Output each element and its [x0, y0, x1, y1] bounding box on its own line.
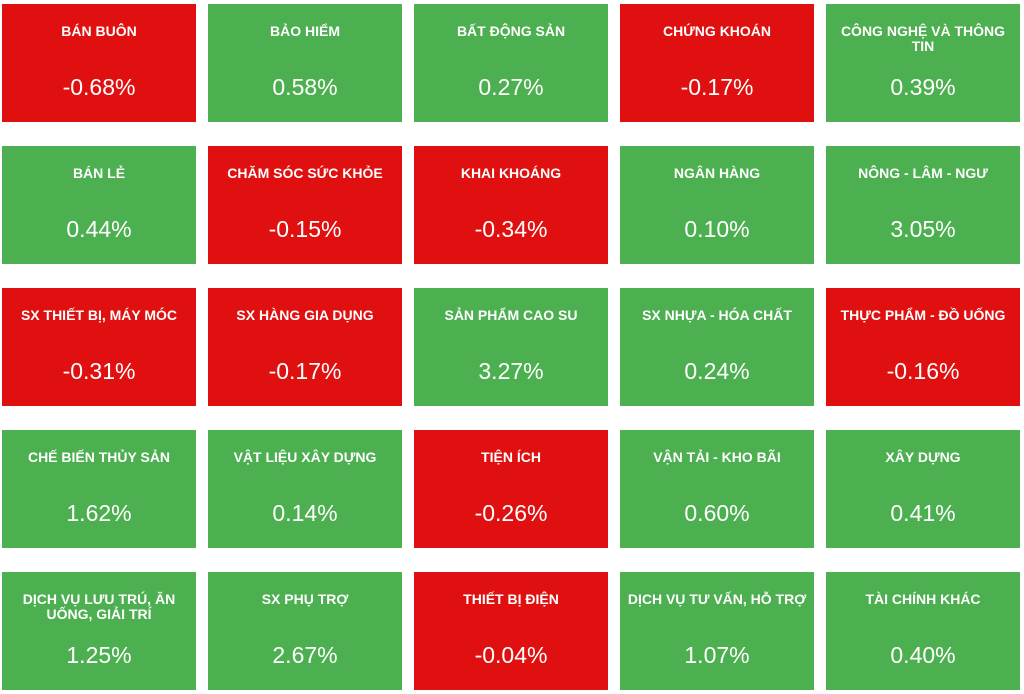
sector-tile: BẤT ĐỘNG SẢN 0.27% — [414, 4, 608, 122]
sector-name: KHAI KHOÁNG — [460, 165, 562, 181]
sector-change-percent: 0.39% — [890, 74, 956, 100]
sector-change-percent: 1.62% — [66, 500, 132, 526]
sector-change-percent: 0.40% — [890, 642, 956, 668]
sector-name: CÔNG NGHỆ VÀ THÔNG TIN — [840, 23, 1006, 54]
sector-name: BÁN BUÔN — [61, 23, 137, 39]
sector-change-percent: 1.07% — [684, 642, 750, 668]
sector-change-percent: 0.58% — [272, 74, 338, 100]
sector-change-percent: 0.14% — [272, 500, 338, 526]
sector-name: VẬN TẢI - KHO BÃI — [653, 449, 781, 465]
sector-tile: DỊCH VỤ LƯU TRÚ, ĂN UỐNG, GIẢI TRÍ 1.25% — [2, 572, 196, 690]
sector-change-percent: 3.05% — [890, 216, 956, 242]
sector-name: SX PHỤ TRỢ — [261, 591, 349, 607]
sector-change-percent: -0.04% — [474, 642, 548, 668]
sector-name: THỰC PHẨM - ĐỒ UỐNG — [840, 307, 1006, 323]
sector-name: CHĂM SÓC SỨC KHỎE — [227, 165, 383, 181]
sector-name: BẤT ĐỘNG SẢN — [456, 23, 566, 39]
sector-tile: BẢO HIỂM 0.58% — [208, 4, 402, 122]
sector-name: NÔNG - LÂM - NGƯ — [858, 165, 988, 181]
sector-name: SẢN PHẨM CAO SU — [444, 307, 578, 323]
sector-name: BẢO HIỂM — [270, 23, 340, 39]
sector-tile: CHĂM SÓC SỨC KHỎE -0.15% — [208, 146, 402, 264]
sector-change-percent: 0.60% — [684, 500, 750, 526]
sector-name: DỊCH VỤ LƯU TRÚ, ĂN UỐNG, GIẢI TRÍ — [22, 591, 176, 622]
sector-change-percent: -0.16% — [886, 358, 960, 384]
sector-name: CHẾ BIẾN THỦY SẢN — [27, 449, 171, 465]
sector-tile: THỰC PHẨM - ĐỒ UỐNG -0.16% — [826, 288, 1020, 406]
sector-name: SX THIẾT BỊ, MÁY MÓC — [20, 307, 178, 323]
sector-name: VẬT LIỆU XÂY DỰNG — [233, 449, 377, 465]
sector-name: THIẾT BỊ ĐIỆN — [463, 591, 559, 607]
sector-tile: TÀI CHÍNH KHÁC 0.40% — [826, 572, 1020, 690]
sector-tile: SX NHỰA - HÓA CHẤT 0.24% — [620, 288, 814, 406]
sector-tile: SX THIẾT BỊ, MÁY MÓC -0.31% — [2, 288, 196, 406]
sector-tile: SẢN PHẨM CAO SU 3.27% — [414, 288, 608, 406]
sector-change-percent: -0.17% — [680, 74, 754, 100]
sector-tile: DỊCH VỤ TƯ VẤN, HỖ TRỢ 1.07% — [620, 572, 814, 690]
sector-tile: CHẾ BIẾN THỦY SẢN 1.62% — [2, 430, 196, 548]
sector-change-percent: 3.27% — [478, 358, 544, 384]
sector-name: DỊCH VỤ TƯ VẤN, HỖ TRỢ — [627, 591, 807, 607]
sector-tile: NÔNG - LÂM - NGƯ 3.05% — [826, 146, 1020, 264]
sector-change-percent: -0.31% — [62, 358, 136, 384]
sector-tile: BÁN BUÔN -0.68% — [2, 4, 196, 122]
sector-tile: XÂY DỰNG 0.41% — [826, 430, 1020, 548]
sector-name: XÂY DỰNG — [885, 449, 961, 465]
sector-change-percent: 0.24% — [684, 358, 750, 384]
sector-change-percent: -0.26% — [474, 500, 548, 526]
sector-heatmap-grid: BÁN BUÔN -0.68% BẢO HIỂM 0.58% BẤT ĐỘNG SẢN 0… — [2, 4, 1020, 690]
sector-name: BÁN LẺ — [72, 165, 126, 181]
sector-name: TIỆN ÍCH — [481, 449, 541, 465]
sector-tile: BÁN LẺ 0.44% — [2, 146, 196, 264]
sector-change-percent: 1.25% — [66, 642, 132, 668]
sector-tile: SX PHỤ TRỢ 2.67% — [208, 572, 402, 690]
sector-tile: CHỨNG KHOÁN -0.17% — [620, 4, 814, 122]
sector-change-percent: 2.67% — [272, 642, 338, 668]
sector-tile: THIẾT BỊ ĐIỆN -0.04% — [414, 572, 608, 690]
sector-change-percent: 0.41% — [890, 500, 956, 526]
sector-name: TÀI CHÍNH KHÁC — [865, 591, 981, 607]
sector-name: SX NHỰA - HÓA CHẤT — [642, 307, 792, 323]
sector-tile: SX HÀNG GIA DỤNG -0.17% — [208, 288, 402, 406]
sector-name: NGÂN HÀNG — [673, 165, 761, 181]
sector-change-percent: 0.44% — [66, 216, 132, 242]
sector-tile: NGÂN HÀNG 0.10% — [620, 146, 814, 264]
sector-tile: CÔNG NGHỆ VÀ THÔNG TIN 0.39% — [826, 4, 1020, 122]
sector-change-percent: -0.17% — [268, 358, 342, 384]
sector-tile: TIỆN ÍCH -0.26% — [414, 430, 608, 548]
sector-tile: VẬN TẢI - KHO BÃI 0.60% — [620, 430, 814, 548]
sector-tile: KHAI KHOÁNG -0.34% — [414, 146, 608, 264]
sector-tile: VẬT LIỆU XÂY DỰNG 0.14% — [208, 430, 402, 548]
sector-name: SX HÀNG GIA DỤNG — [236, 307, 374, 323]
sector-change-percent: -0.68% — [62, 74, 136, 100]
sector-change-percent: -0.15% — [268, 216, 342, 242]
sector-change-percent: 0.27% — [478, 74, 544, 100]
sector-name: CHỨNG KHOÁN — [662, 23, 772, 39]
sector-change-percent: -0.34% — [474, 216, 548, 242]
sector-change-percent: 0.10% — [684, 216, 750, 242]
